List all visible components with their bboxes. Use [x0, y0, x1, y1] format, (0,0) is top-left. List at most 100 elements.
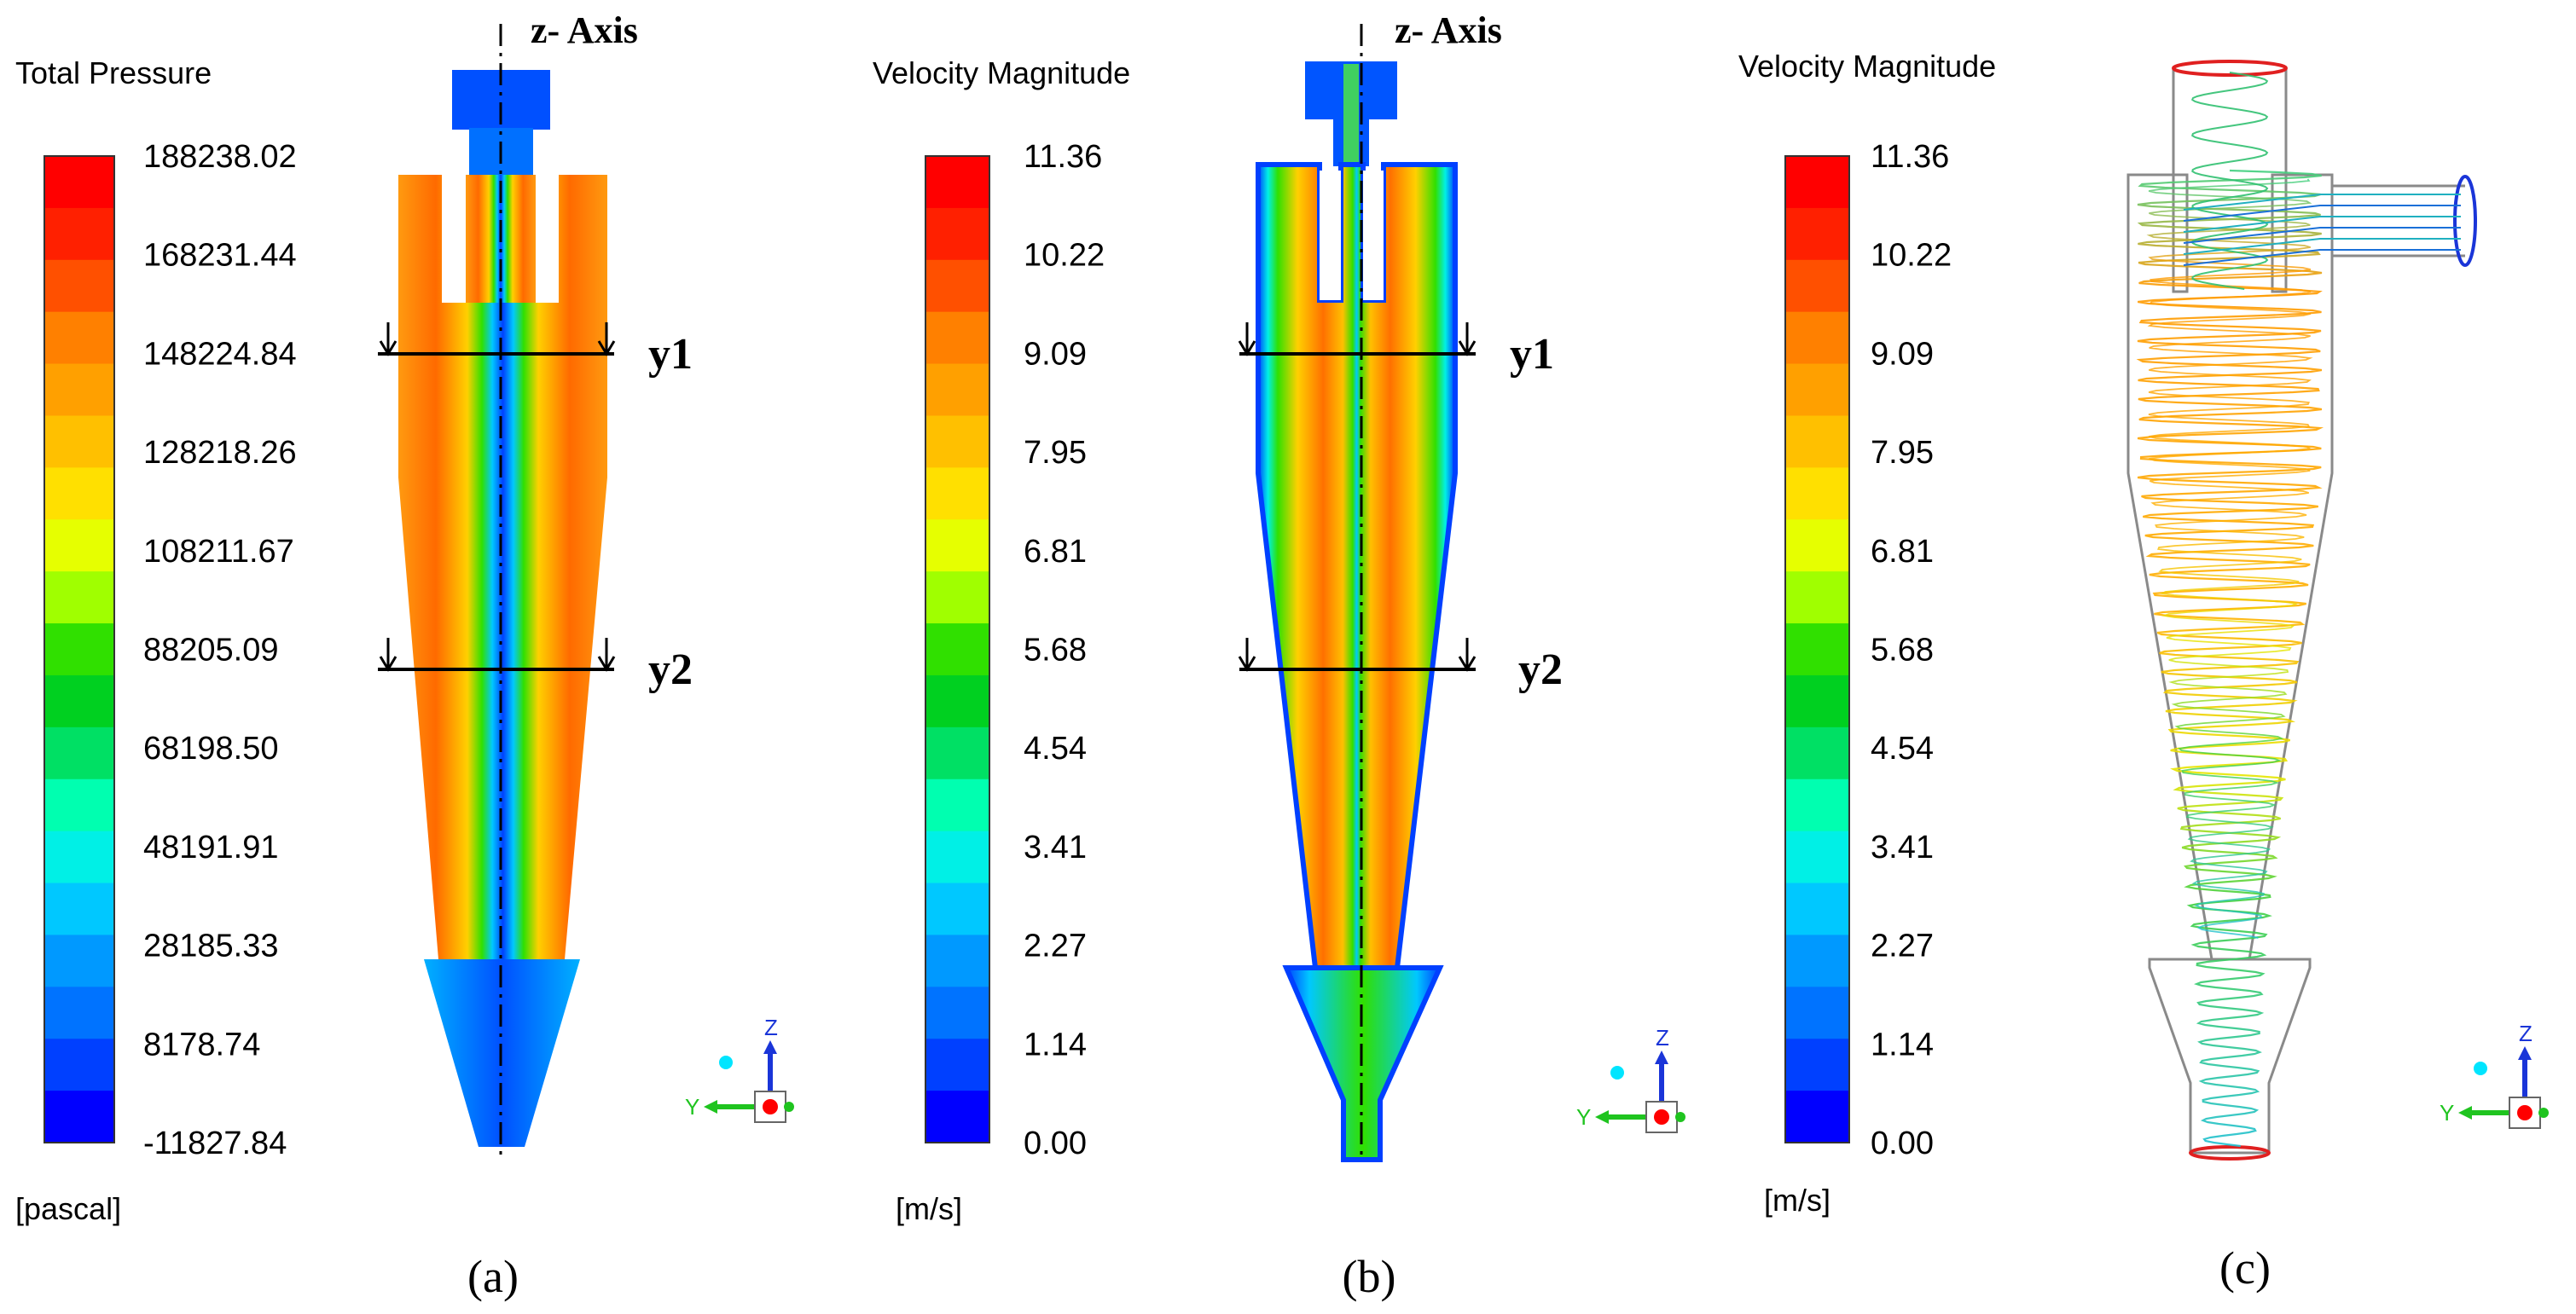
legend-frame [1784, 155, 1850, 1143]
section-label-y2-b: y2 [1518, 645, 1563, 694]
streamline-inlet [2183, 216, 2461, 233]
legend-swatch [44, 1091, 114, 1143]
triad-x-dot-center [763, 1099, 778, 1114]
legend-tick-label: 11.36 [1871, 139, 1949, 175]
legend-tick-label: 9.09 [1871, 336, 1934, 372]
legend-swatch [925, 883, 989, 936]
legend-swatch [44, 883, 114, 936]
legend-swatch [44, 415, 114, 468]
color-legend-a: 188238.02 168231.44 148224.84 128218.26 1082… [44, 139, 297, 1161]
legend-tick-label: 8178.74 [143, 1027, 260, 1062]
streamline-inlet [2183, 227, 2461, 244]
legend-swatch [925, 519, 989, 572]
legend-tick-label: 10.22 [1871, 238, 1952, 274]
streamline-inlet [2183, 238, 2461, 255]
legend-swatch [1785, 207, 1849, 261]
bottom-outlet-ellipse [2189, 1145, 2271, 1161]
legend-swatch [925, 571, 989, 624]
legend-frame [44, 155, 115, 1143]
legend-swatch [44, 571, 114, 624]
legend-tick-label: 2.27 [1871, 929, 1934, 964]
triad-z-label: Z [764, 1015, 778, 1040]
section-line-y1-a [378, 322, 616, 356]
legend-tick-label: -11827.84 [143, 1126, 287, 1161]
legend-swatch [1785, 571, 1849, 624]
legend-title-a: Total Pressure [15, 55, 212, 90]
legend-swatch [1785, 156, 1849, 209]
legend-swatch [1785, 674, 1849, 728]
streamline-inlet [2183, 205, 2461, 222]
legend-swatch [925, 1039, 989, 1091]
legend-title-b: Velocity Magnitude [873, 55, 1130, 90]
triad-z-label: Z [1656, 1025, 1669, 1051]
legend-swatch [1785, 519, 1849, 572]
legend-swatch [1785, 311, 1849, 365]
legend-swatch [925, 207, 989, 261]
legend-swatch [925, 311, 989, 365]
caption-c: (c) [2219, 1242, 2271, 1294]
z-axis-label-a: z- Axis [531, 9, 638, 51]
legend-tick-label: 0.00 [1871, 1126, 1934, 1161]
axis-triad-b: ZY [1576, 1025, 1685, 1133]
triad-z-label: Z [2519, 1021, 2532, 1046]
legend-tick-label: 5.68 [1871, 633, 1934, 669]
triad-x-dot [1610, 1066, 1624, 1080]
legend-unit-a: [pascal] [15, 1191, 121, 1226]
legend-tick-label: 6.81 [1871, 534, 1934, 570]
legend-tick-label: 48191.91 [143, 830, 279, 865]
legend-tick-label: 2.27 [1024, 929, 1087, 964]
legend-swatch [44, 259, 114, 313]
legend-tick-label: 11.36 [1024, 139, 1102, 175]
section-label-y1-a: y1 [648, 330, 693, 379]
streamline-inlet [2183, 194, 2461, 211]
triad-x-dot-center [2517, 1105, 2532, 1120]
streamline-helix [2136, 169, 2324, 1148]
legend-swatch [925, 259, 989, 313]
triad-x-dot-center [1654, 1109, 1669, 1125]
legend-swatch [925, 935, 989, 987]
legend-swatch [925, 415, 989, 468]
legend-swatch [925, 831, 989, 884]
legend-swatch [44, 311, 114, 365]
legend-swatch [1785, 726, 1849, 780]
section-label-y1-b: y1 [1510, 330, 1554, 379]
streamlines [2136, 72, 2461, 1148]
legend-tick-label: 3.41 [1024, 830, 1087, 865]
legend-swatch [44, 623, 114, 676]
legend-unit-c: [m/s] [1764, 1183, 1830, 1218]
panel-a: Total Pressure 188238.02 168231.44 148224.… [15, 9, 794, 1302]
legend-tick-label: 88205.09 [143, 633, 279, 669]
legend-swatch [44, 156, 114, 209]
axis-triad-a: ZY [685, 1015, 794, 1123]
legend-swatch [1785, 1091, 1849, 1143]
legend-tick-label: 128218.26 [143, 435, 297, 471]
legend-tick-label: 68198.50 [143, 731, 279, 767]
legend-tick-label: 4.54 [1024, 731, 1087, 767]
legend-swatch [44, 779, 114, 832]
legend-tick-label: 188238.02 [143, 139, 297, 175]
legend-tick-label: 148224.84 [143, 336, 297, 372]
legend-swatch [925, 467, 989, 520]
section-line-y1-b [1238, 322, 1477, 356]
legend-unit-b: [m/s] [896, 1191, 962, 1226]
section-line-y2-b [1238, 638, 1477, 672]
section-label-y2-a: y2 [648, 645, 693, 694]
z-axis-label-b: z- Axis [1395, 9, 1502, 51]
legend-title-c: Velocity Magnitude [1738, 49, 1996, 84]
legend-swatch [1785, 883, 1849, 936]
panel-c: Velocity Magnitude 11.36 10.22 9.09 7.95 6.8… [1738, 49, 2549, 1294]
inlet-ellipse [2453, 175, 2477, 267]
legend-tick-label: 4.54 [1871, 731, 1934, 767]
velocity-contour [1256, 61, 1458, 1162]
caption-b: (b) [1343, 1251, 1396, 1302]
legend-swatch [44, 363, 114, 417]
legend-swatch [44, 674, 114, 728]
legend-swatch [1785, 831, 1849, 884]
legend-swatch [1785, 259, 1849, 313]
legend-swatch [925, 1091, 989, 1143]
streamline-helix-2 [2146, 178, 2313, 939]
legend-swatch [44, 519, 114, 572]
legend-swatch [1785, 415, 1849, 468]
legend-swatch [1785, 467, 1849, 520]
